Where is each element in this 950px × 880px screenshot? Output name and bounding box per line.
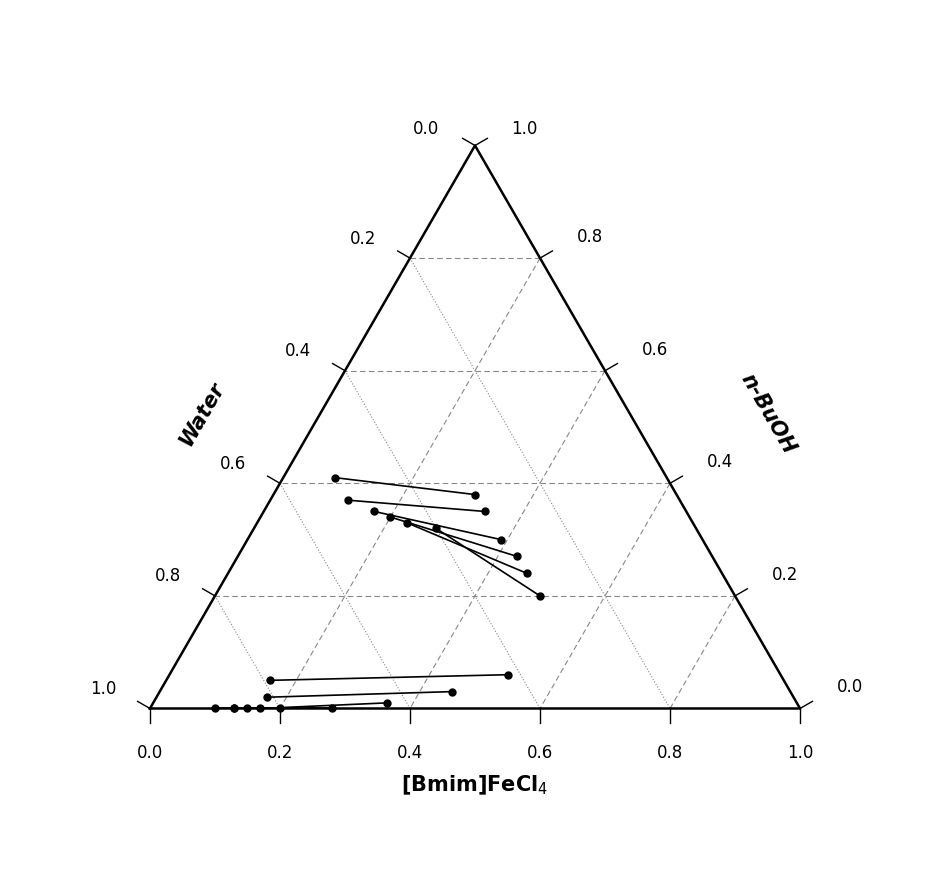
Text: 0.8: 0.8 — [577, 228, 603, 246]
Text: 0.0: 0.0 — [413, 121, 439, 138]
Text: 0.0: 0.0 — [837, 678, 863, 696]
Text: 0.0: 0.0 — [137, 744, 163, 762]
Text: 0.4: 0.4 — [707, 453, 732, 471]
Text: 0.4: 0.4 — [397, 744, 423, 762]
Text: 1.0: 1.0 — [787, 744, 813, 762]
Text: 0.6: 0.6 — [220, 455, 246, 473]
Text: n-BuOH: n-BuOH — [736, 370, 799, 458]
Text: 0.6: 0.6 — [527, 744, 553, 762]
Text: 0.8: 0.8 — [155, 568, 181, 585]
Text: [Bmim]FeCl$_4$: [Bmim]FeCl$_4$ — [402, 774, 548, 797]
Text: 0.4: 0.4 — [285, 342, 312, 360]
Text: Water: Water — [176, 378, 228, 450]
Text: 1.0: 1.0 — [511, 121, 537, 138]
Text: 1.0: 1.0 — [90, 680, 116, 698]
Text: 0.2: 0.2 — [771, 566, 798, 583]
Text: 0.6: 0.6 — [641, 341, 668, 358]
Text: 0.2: 0.2 — [267, 744, 294, 762]
Text: 0.2: 0.2 — [350, 230, 376, 247]
Text: 0.8: 0.8 — [656, 744, 683, 762]
